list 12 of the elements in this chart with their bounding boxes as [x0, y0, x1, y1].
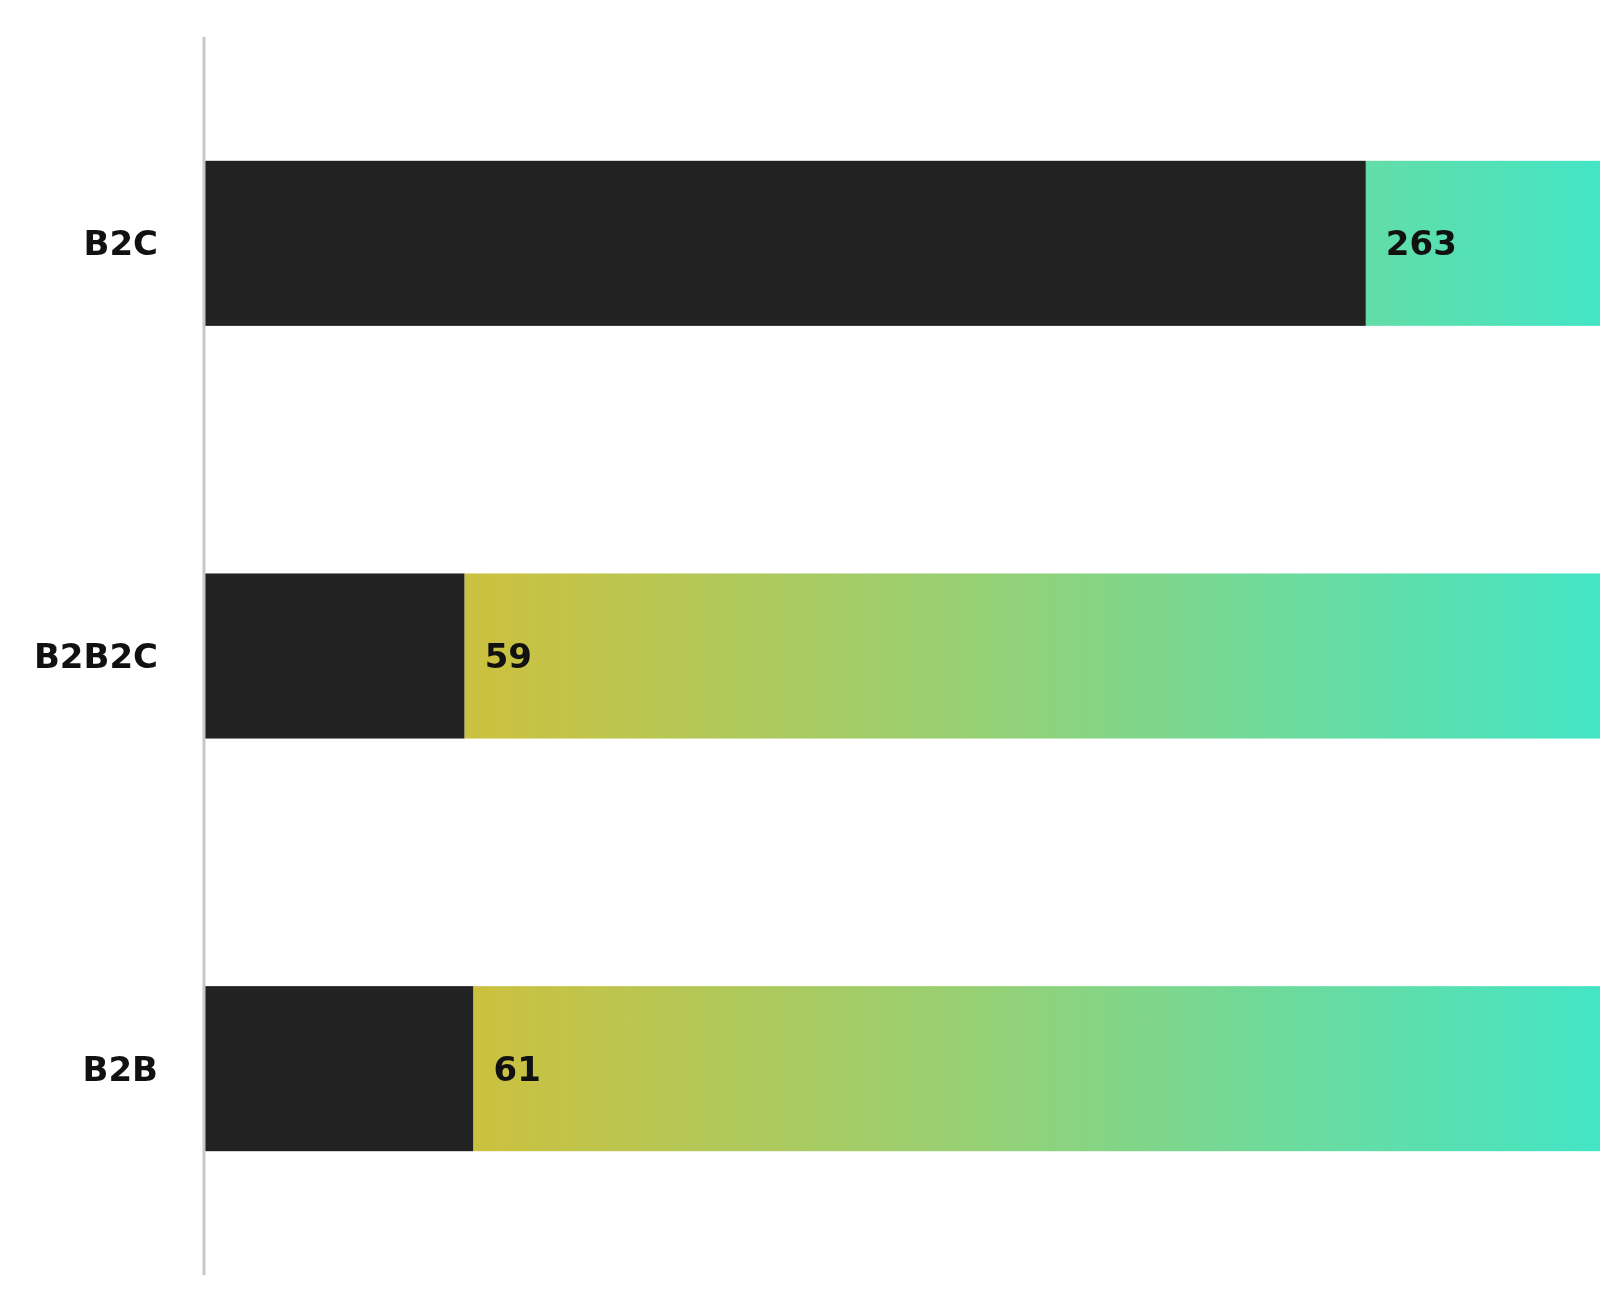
bar [1365, 160, 1600, 326]
data-label: 59 [484, 635, 532, 676]
bar [204, 986, 474, 1152]
y-tick-label: B2C [83, 223, 158, 264]
bar [464, 573, 1600, 739]
bar [204, 573, 465, 739]
bar [473, 986, 1600, 1152]
data-label: 61 [493, 1048, 541, 1089]
y-tick-label: B2B2C [33, 635, 158, 676]
data-label: 263 [1385, 223, 1457, 264]
y-tick-label: B2B [82, 1048, 158, 1089]
bar [204, 160, 1366, 326]
